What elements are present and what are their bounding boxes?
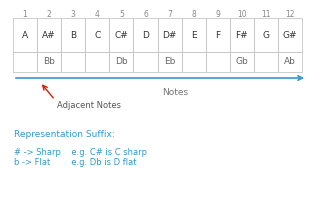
Bar — [157, 18, 181, 52]
Bar — [133, 18, 157, 52]
Text: 6: 6 — [143, 10, 148, 19]
Bar — [278, 52, 302, 72]
Text: Gb: Gb — [236, 57, 248, 66]
Bar — [85, 52, 109, 72]
Bar — [61, 52, 85, 72]
Text: Representation Suffix:: Representation Suffix: — [14, 130, 115, 139]
Bar — [85, 18, 109, 52]
Text: 2: 2 — [47, 10, 52, 19]
Text: B: B — [70, 31, 76, 40]
Text: E: E — [191, 31, 196, 40]
Text: 11: 11 — [261, 10, 271, 19]
Text: 1: 1 — [23, 10, 28, 19]
Bar — [133, 52, 157, 72]
Bar — [109, 52, 133, 72]
Text: 12: 12 — [285, 10, 295, 19]
Bar — [109, 18, 133, 52]
Text: Adjacent Notes: Adjacent Notes — [57, 101, 121, 110]
Text: Ab: Ab — [284, 57, 296, 66]
Text: 8: 8 — [191, 10, 196, 19]
Bar — [13, 52, 37, 72]
Text: 4: 4 — [95, 10, 100, 19]
Text: 9: 9 — [215, 10, 220, 19]
Text: A#: A# — [42, 31, 56, 40]
Bar — [37, 52, 61, 72]
Bar — [206, 52, 230, 72]
Text: C#: C# — [115, 31, 128, 40]
Bar — [254, 52, 278, 72]
Text: 10: 10 — [237, 10, 247, 19]
Bar — [13, 18, 37, 52]
Text: A: A — [22, 31, 28, 40]
Text: D: D — [142, 31, 149, 40]
Text: F#: F# — [236, 31, 248, 40]
Text: G: G — [262, 31, 269, 40]
Bar — [230, 52, 254, 72]
Text: F: F — [215, 31, 220, 40]
Bar — [278, 18, 302, 52]
Text: 7: 7 — [167, 10, 172, 19]
Text: 3: 3 — [71, 10, 76, 19]
Bar — [181, 52, 206, 72]
Bar — [157, 52, 181, 72]
Text: Bb: Bb — [43, 57, 55, 66]
Bar — [181, 18, 206, 52]
Bar — [61, 18, 85, 52]
Bar — [206, 18, 230, 52]
Text: Notes: Notes — [162, 88, 188, 97]
Text: D#: D# — [162, 31, 177, 40]
Text: G#: G# — [283, 31, 297, 40]
Bar — [230, 18, 254, 52]
Text: Eb: Eb — [164, 57, 175, 66]
Text: # -> Sharp    e.g. C# is C sharp: # -> Sharp e.g. C# is C sharp — [14, 148, 147, 157]
Text: b -> Flat        e.g. Db is D flat: b -> Flat e.g. Db is D flat — [14, 158, 137, 167]
Bar — [254, 18, 278, 52]
Bar — [37, 18, 61, 52]
Text: 5: 5 — [119, 10, 124, 19]
Text: C: C — [94, 31, 100, 40]
Text: Db: Db — [115, 57, 128, 66]
